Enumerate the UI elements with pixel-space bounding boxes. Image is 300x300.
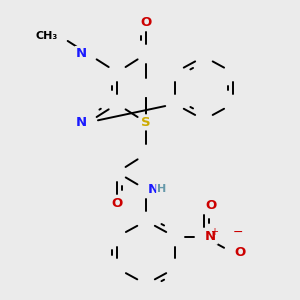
Text: N: N xyxy=(76,47,87,61)
Text: +: + xyxy=(210,226,218,236)
Text: O: O xyxy=(140,16,152,29)
Text: S: S xyxy=(141,116,151,129)
Text: CH₃: CH₃ xyxy=(36,31,58,40)
Text: O: O xyxy=(112,197,123,210)
Text: O: O xyxy=(205,199,217,212)
Text: N: N xyxy=(147,183,158,196)
Text: O: O xyxy=(234,246,245,259)
Text: −: − xyxy=(233,226,243,239)
Text: N: N xyxy=(76,116,87,129)
Text: H: H xyxy=(157,184,166,194)
Text: N: N xyxy=(205,230,216,243)
